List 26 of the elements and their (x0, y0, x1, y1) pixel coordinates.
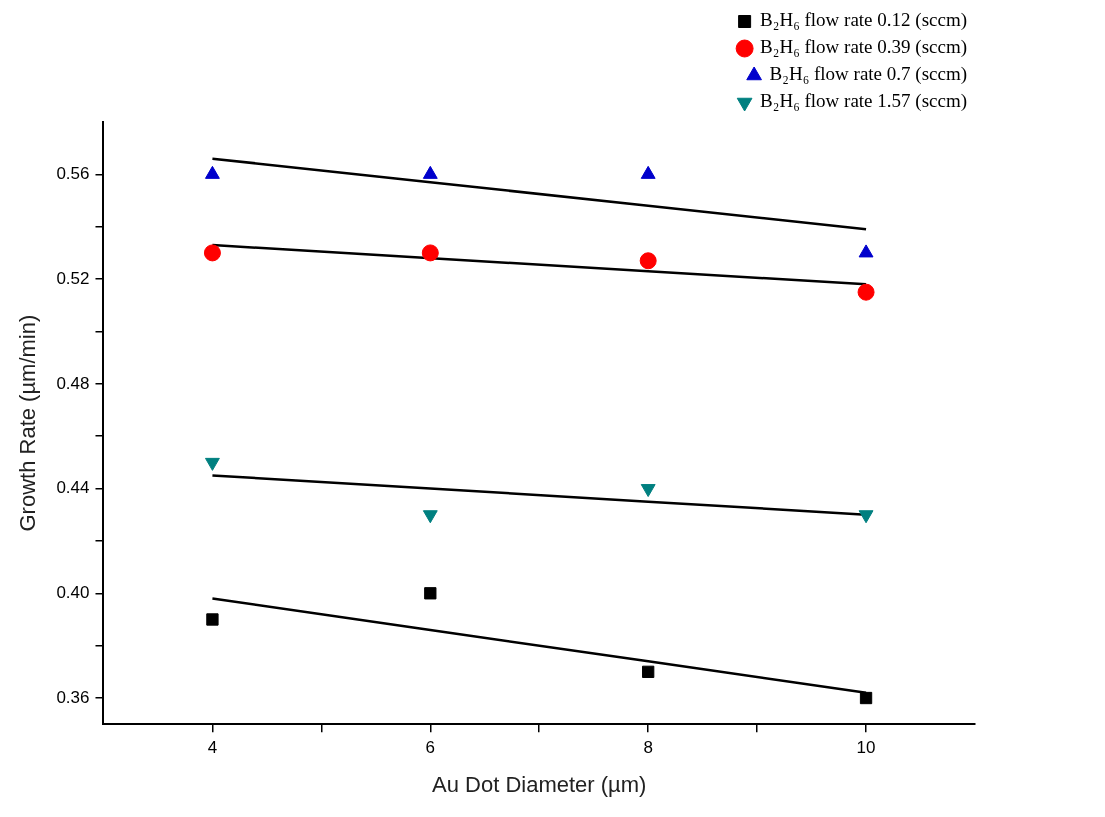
y-tick-label: 0.52 (56, 268, 90, 288)
x-tick-label: 4 (207, 738, 218, 758)
legend-label: B₂H₆ flow rate 0.7 (sccm) (769, 63, 968, 86)
point (642, 665, 655, 678)
y-axis-title: Growth Rate (µm/min) (15, 314, 41, 532)
point (858, 244, 874, 258)
point (205, 457, 220, 471)
x-tick-label: 6 (425, 738, 436, 758)
x-tick-label: 8 (643, 738, 653, 758)
y-tick-label: 0.40 (56, 582, 90, 602)
point (203, 244, 221, 262)
x-tick-label: 10 (856, 738, 876, 758)
point (421, 244, 439, 262)
legend-label: B₂H₆ flow rate 0.12 (sccm) (760, 9, 968, 32)
legend-label: B₂H₆ flow rate 0.39 (sccm) (760, 36, 968, 59)
y-tick-label: 0.36 (56, 687, 90, 707)
point (424, 587, 437, 600)
x-axis-title: Au Dot Diameter (µm) (432, 771, 647, 797)
y-tick-label: 0.48 (56, 373, 90, 393)
y-tick-label: 0.56 (56, 164, 90, 184)
y-tick-label: 0.44 (56, 478, 90, 498)
point (639, 252, 657, 270)
point (206, 613, 219, 626)
legend-label: B₂H₆ flow rate 1.57 (sccm) (760, 90, 968, 113)
point (859, 691, 873, 705)
point (857, 283, 875, 301)
